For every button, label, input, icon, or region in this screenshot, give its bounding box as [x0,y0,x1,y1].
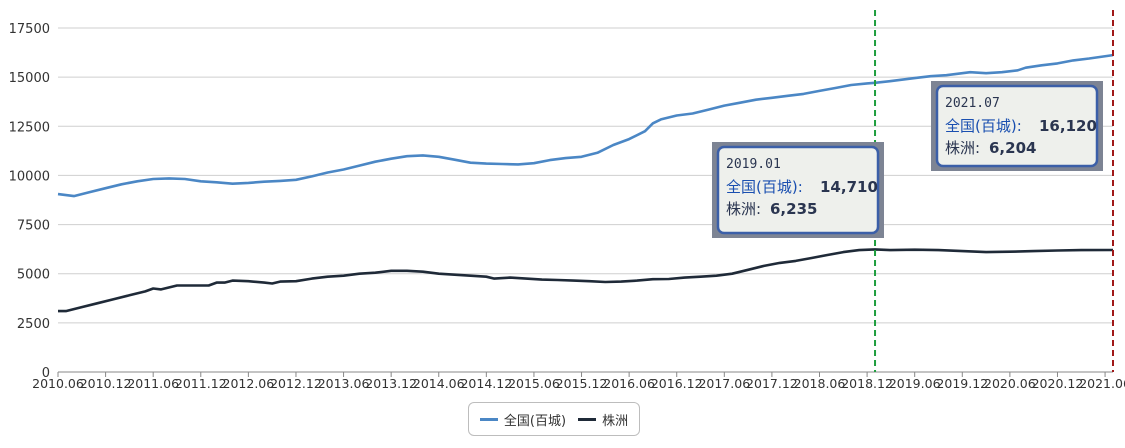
tooltip-date: 2021.07 [945,96,1000,111]
x-tick-label: 2014.12 [460,376,512,391]
x-tick-label: 2018.06 [794,376,846,391]
x-tick-label: 2020.06 [984,376,1036,391]
x-tick-label: 2018.12 [841,376,893,391]
tooltip-value: 16,120 [1039,117,1097,135]
tooltip-value: 6,204 [989,139,1036,157]
gridlines [58,27,1113,373]
x-tick-label: 2012.06 [223,376,275,391]
x-tick-label: 2014.06 [413,376,465,391]
tooltip-box: 2021.07 全国(百城): 16,120 株洲: 6,204 [931,81,1103,171]
tooltip-panel [716,145,880,235]
x-tick-label: 2010.06 [32,376,84,391]
tooltip-date: 2019.01 [726,157,781,172]
tooltip-label: 株洲: [945,139,980,157]
y-tick-label: 0 [42,366,50,381]
x-tick-label: 2016.12 [651,376,703,391]
y-tick-label: 12500 [9,120,50,135]
series-line-national [57,53,1114,198]
x-tick-label: 2010.12 [80,376,132,391]
y-tick-label: 10000 [9,169,50,184]
y-tick-label: 17500 [9,22,50,37]
x-tick-label: 2015.12 [556,376,608,391]
tooltip-label: 全国(百城): [945,117,1022,135]
x-axis-ticks: 2010.062010.122011.062011.122012.062012.… [32,372,1125,391]
legend-item-national[interactable]: 全国(百城) [479,410,567,429]
x-tick-label: 2012.12 [270,376,322,391]
line-chart: 0 2500 5000 7500 10000 12500 15000 17500 2010.0… [9,10,1125,391]
tooltip-label: 全国(百城): [726,178,803,196]
legend-swatch-national [479,417,498,421]
tooltip-box: 2019.01 全国(百城): 14,710 株洲: 6,235 [712,142,884,238]
x-tick-label: 2017.12 [746,376,798,391]
x-tick-label: 2019.06 [889,376,941,391]
tooltips: 2019.01 全国(百城): 14,710 株洲: 6,235 2021.07 全国(百城… [712,81,1103,238]
legend-swatch-zhuzhou [578,417,597,421]
x-tick-label: 2019.12 [936,376,988,391]
series-line-zhuzhou [58,248,1114,313]
x-tick-label: 2021.06 [1079,376,1125,391]
y-tick-label: 2500 [17,317,50,332]
y-tick-label: 5000 [17,268,50,283]
tooltip-panel [935,84,1099,168]
legend-item-zhuzhou[interactable]: 株洲 [578,410,628,429]
tooltip-value: 6,235 [770,200,817,218]
y-axis-ticks: 0 2500 5000 7500 10000 12500 15000 17500 [9,22,50,381]
y-tick-label: 15000 [9,71,50,86]
x-tick-label: 2011.06 [127,376,179,391]
x-tick-label: 2013.06 [318,376,370,391]
chart-legend[interactable]: 全国(百城) 株洲 [468,402,640,436]
x-tick-label: 2017.06 [698,376,750,391]
x-tick-label: 2020.12 [1032,376,1084,391]
x-tick-label: 2013.12 [365,376,417,391]
tooltip-label: 株洲: [726,200,761,218]
tooltip-value: 14,710 [820,178,878,196]
series-lines [57,53,1114,313]
x-tick-label: 2016.06 [603,376,655,391]
legend-label-zhuzhou: 株洲 [602,413,629,429]
legend-label-national: 全国(百城) [503,413,567,429]
marker-lines [874,10,1114,372]
x-tick-label: 2015.06 [508,376,560,391]
x-tick-label: 2011.12 [175,376,227,391]
y-tick-label: 7500 [17,219,50,234]
